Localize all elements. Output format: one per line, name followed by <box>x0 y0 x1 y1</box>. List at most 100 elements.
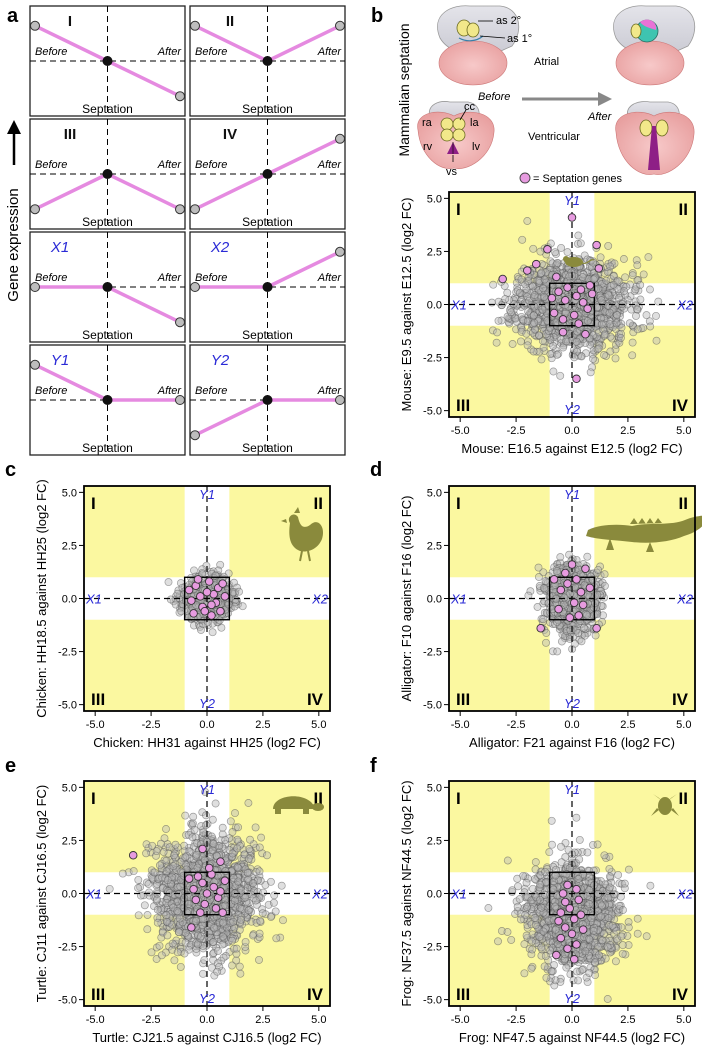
gene-point <box>529 244 538 253</box>
septation-label: Septation <box>242 441 293 455</box>
gene-expression-label: Gene expression <box>5 188 22 301</box>
before-label: Before <box>195 46 227 58</box>
septation-gene-point <box>220 592 230 601</box>
gene-point <box>180 949 189 958</box>
gene-point <box>628 351 637 360</box>
gene-point <box>540 275 549 284</box>
center-box <box>548 282 596 327</box>
pattern-line-after <box>266 250 341 289</box>
panel-letter-b: b <box>371 5 383 27</box>
gene-point <box>652 311 660 320</box>
gene-point <box>153 905 162 914</box>
gene-point <box>199 828 208 837</box>
septation-gene-point <box>191 895 201 905</box>
gene-point <box>522 329 531 338</box>
gene-point <box>175 914 184 923</box>
septation-gene-point <box>216 887 225 896</box>
septation-gene-point <box>549 308 559 318</box>
gene-point <box>652 336 661 345</box>
septation-point <box>262 56 273 66</box>
gene-point <box>173 948 182 957</box>
gene-point <box>118 869 127 878</box>
end-point <box>175 91 185 102</box>
gene-point <box>233 863 242 872</box>
gene-point <box>270 891 279 900</box>
end-point <box>175 317 185 328</box>
gene-point <box>168 939 177 948</box>
y-tick-label: 2.5 <box>62 835 77 847</box>
gene-point <box>572 337 581 346</box>
gene-point <box>572 813 581 822</box>
gene-point <box>197 625 205 634</box>
gene-point <box>199 969 207 978</box>
gene-point <box>235 962 244 971</box>
after-label: After <box>317 46 343 58</box>
gene-point <box>192 850 201 859</box>
x-tick-label: -5.0 <box>86 719 105 731</box>
gene-point <box>489 280 498 289</box>
septation-genes-legend: = Septation genes <box>533 173 622 185</box>
gene-point <box>219 918 228 927</box>
gene-point <box>164 578 173 587</box>
gene-point <box>515 288 524 297</box>
septation-gene-point <box>554 287 563 297</box>
pattern-line-before <box>34 24 109 63</box>
x-tick-label: -5.0 <box>451 719 470 731</box>
gene-point <box>210 924 219 933</box>
y-tick-label: 2.5 <box>427 540 442 552</box>
gene-point <box>234 823 243 832</box>
gene-point <box>152 847 161 856</box>
gene-point <box>267 912 275 921</box>
septation-gene-point <box>207 611 216 620</box>
gene-point <box>582 611 591 619</box>
gene-point <box>534 573 543 581</box>
y-tick-label: 2.5 <box>427 246 442 258</box>
gene-point <box>633 305 641 314</box>
septation-point <box>102 56 113 66</box>
gene-point <box>633 305 642 314</box>
gene-point <box>155 861 164 870</box>
gene-point <box>616 333 625 342</box>
gene-point <box>597 320 606 329</box>
gene-point <box>202 811 210 820</box>
gene-point <box>537 268 546 277</box>
septation-gene-point <box>209 882 218 892</box>
gene-point <box>277 881 286 890</box>
gene-point <box>538 336 547 345</box>
gene-point <box>140 901 149 910</box>
gene-point <box>243 868 252 877</box>
x-tick-label: 5.0 <box>311 1014 326 1026</box>
gene-point <box>615 293 624 302</box>
septation-gene-point <box>184 585 194 595</box>
x-tick-label: 5.0 <box>676 719 691 731</box>
pattern-line-after <box>266 137 341 176</box>
gene-point <box>546 350 555 358</box>
septation-point <box>262 169 273 179</box>
septation-gene-point <box>565 613 575 622</box>
label-ra: ra <box>422 117 433 129</box>
gene-point <box>536 247 545 256</box>
septation-gene-point <box>189 885 198 894</box>
gene-point <box>604 301 613 310</box>
quadrant-label-IV: IV <box>307 690 324 709</box>
gene-point <box>162 867 171 876</box>
gene-point <box>163 876 172 885</box>
septation-gene-point <box>189 609 198 618</box>
gene-point <box>214 947 222 955</box>
gene-point <box>143 911 152 919</box>
quadrant-label-Y1: Y1 <box>199 782 215 797</box>
gene-point <box>153 895 161 904</box>
gene-point <box>530 318 539 327</box>
gene-point <box>622 282 631 291</box>
septation-gene-point <box>576 285 586 294</box>
gene-point <box>551 248 560 257</box>
gene-point <box>221 901 230 910</box>
gene-point <box>150 868 159 877</box>
gene-point <box>604 291 613 300</box>
gene-point <box>611 354 620 363</box>
gene-point <box>529 311 538 320</box>
gene-point <box>633 261 642 270</box>
